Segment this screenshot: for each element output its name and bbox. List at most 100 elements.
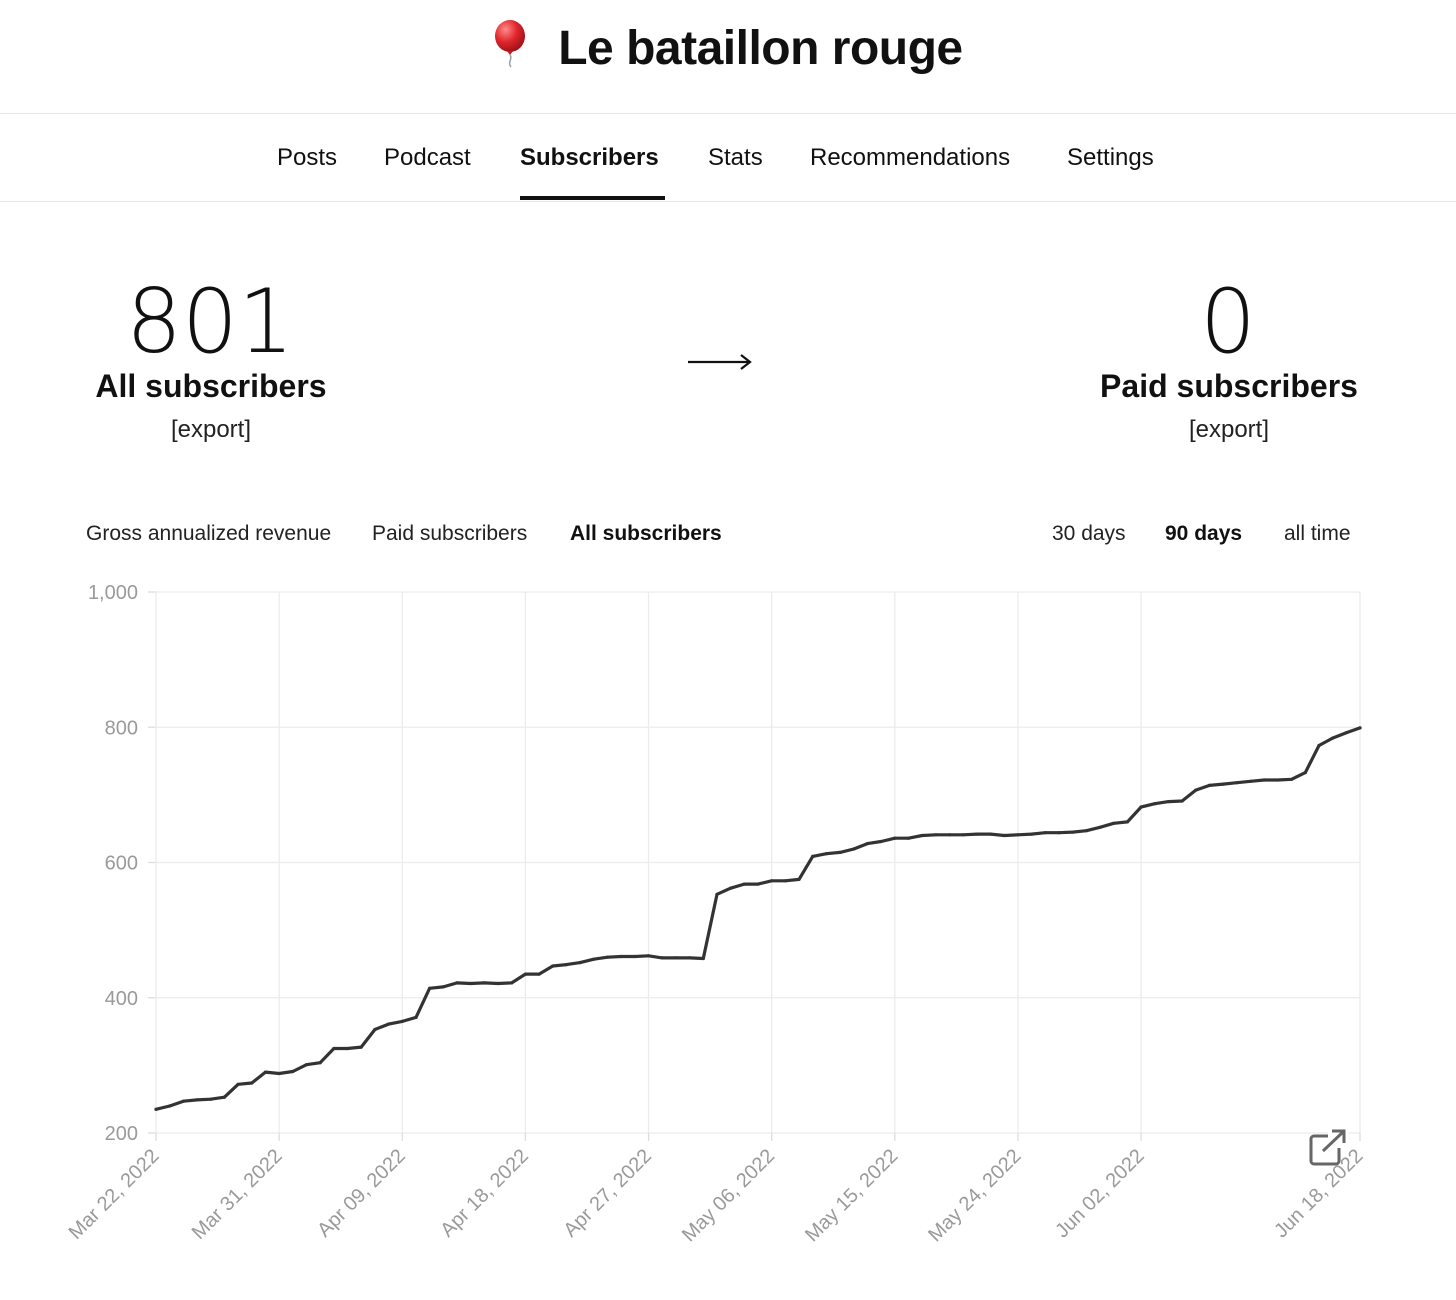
data-point — [1262, 778, 1266, 782]
data-point — [619, 954, 623, 959]
y-tick-label: 1,000 — [88, 582, 138, 604]
balloon-icon — [495, 20, 526, 68]
data-point — [523, 972, 528, 976]
external-link-icon[interactable] — [1308, 1128, 1348, 1168]
data-point — [934, 833, 938, 837]
data-point — [1358, 726, 1362, 730]
x-tick-label: Jun 02, 2022 — [1051, 1145, 1148, 1242]
tab-settings[interactable]: Settings — [1067, 144, 1154, 171]
data-point — [469, 981, 473, 986]
data-point — [633, 954, 637, 959]
data-point — [605, 955, 610, 959]
tab-recommendations[interactable]: Recommendations — [810, 144, 1011, 171]
data-point — [906, 836, 911, 840]
data-point — [701, 956, 705, 961]
data-point — [578, 961, 582, 965]
data-point — [291, 1069, 295, 1074]
data-point — [1071, 830, 1075, 834]
data-point — [1317, 743, 1321, 748]
data-point — [1084, 829, 1088, 833]
data-point — [1303, 771, 1307, 775]
data-point — [1002, 833, 1006, 838]
tab-posts[interactable]: Posts — [277, 144, 338, 171]
all-subscribers-export-link[interactable]: [export] — [170, 416, 252, 443]
data-point — [181, 1099, 185, 1103]
data-point — [304, 1063, 309, 1067]
data-point — [865, 842, 870, 846]
data-point — [770, 879, 774, 883]
data-point — [1290, 777, 1294, 781]
data-point — [811, 854, 815, 859]
all-subscribers-label: All subscribers — [95, 368, 327, 404]
data-point — [482, 981, 486, 985]
x-tick-label: Mar 31, 2022 — [188, 1145, 287, 1244]
publication-title[interactable]: Le bataillon rouge — [0, 18, 1456, 76]
data-point — [879, 839, 883, 844]
x-tick-label: May 15, 2022 — [801, 1145, 902, 1246]
data-point — [1153, 802, 1157, 806]
data-point — [1331, 736, 1335, 740]
metric-tab-all-subscribers[interactable]: All subscribers — [570, 522, 722, 545]
data-point — [209, 1097, 213, 1101]
data-point — [1180, 799, 1184, 803]
chart-series — [154, 726, 1362, 1111]
data-point — [1248, 779, 1253, 783]
y-tick-label: 600 — [105, 853, 138, 875]
tab-stats[interactable]: Stats — [708, 144, 763, 171]
data-point — [989, 832, 993, 836]
data-point — [975, 832, 979, 836]
x-tick-label: May 24, 2022 — [924, 1145, 1025, 1246]
x-tick-label: May 06, 2022 — [678, 1145, 779, 1246]
tab-subscribers[interactable]: Subscribers — [520, 144, 659, 171]
data-point — [947, 833, 952, 837]
data-point — [168, 1104, 172, 1108]
data-point — [195, 1098, 199, 1102]
data-point — [154, 1107, 158, 1111]
data-point — [414, 1015, 418, 1020]
data-point — [1344, 731, 1348, 735]
x-tick-label: Apr 27, 2022 — [560, 1145, 657, 1242]
x-tick-label: Apr 18, 2022 — [436, 1145, 533, 1242]
series-line — [154, 726, 1362, 1111]
data-point — [1030, 832, 1034, 836]
x-axis-ticks: Mar 22, 2022 Mar 31, 2022 Apr 09, 2022 Apr … — [65, 1145, 1368, 1246]
data-point — [1235, 781, 1239, 785]
data-point — [1166, 800, 1171, 804]
data-point — [236, 1082, 240, 1086]
data-point — [742, 882, 746, 886]
range-tab-30-days[interactable]: 30 days — [1052, 522, 1126, 545]
range-tab-90-days[interactable]: 90 days — [1165, 522, 1243, 545]
data-point — [1112, 821, 1116, 825]
all-subscribers-count: 801 — [126, 270, 294, 373]
paid-subscribers-export-link[interactable]: [export] — [1188, 416, 1270, 443]
publication-name: Le bataillon rouge — [558, 21, 963, 75]
data-point — [1221, 782, 1225, 786]
data-point — [592, 957, 596, 961]
data-point — [674, 956, 678, 960]
data-point — [373, 1027, 377, 1032]
y-axis-ticks: 200 400 600 800 1,000 — [88, 582, 138, 1145]
data-point — [1276, 778, 1280, 782]
data-point — [1098, 825, 1102, 829]
chart-grid — [148, 591, 1361, 1141]
data-point — [920, 833, 924, 838]
data-point — [263, 1070, 268, 1074]
data-point — [400, 1019, 404, 1024]
data-point — [756, 882, 760, 886]
metric-tab-gross-revenue[interactable]: Gross annualized revenue — [86, 522, 332, 545]
metric-tab-paid-subscribers[interactable]: Paid subscribers — [372, 522, 528, 545]
data-point — [277, 1071, 281, 1076]
paid-subscribers-count: 0 — [1200, 270, 1256, 373]
data-point — [551, 964, 555, 968]
data-point — [1194, 788, 1198, 792]
data-point — [1016, 833, 1020, 837]
tab-podcast[interactable]: Podcast — [384, 144, 471, 171]
active-tab-indicator — [520, 196, 665, 200]
data-point — [1125, 820, 1129, 824]
range-tab-all-time[interactable]: all time — [1284, 522, 1351, 545]
data-point — [646, 954, 651, 958]
y-tick-label: 200 — [105, 1123, 138, 1145]
y-tick-label: 400 — [105, 988, 138, 1010]
data-point — [824, 852, 829, 856]
publication-header: Le bataillon rouge — [0, 0, 1456, 114]
